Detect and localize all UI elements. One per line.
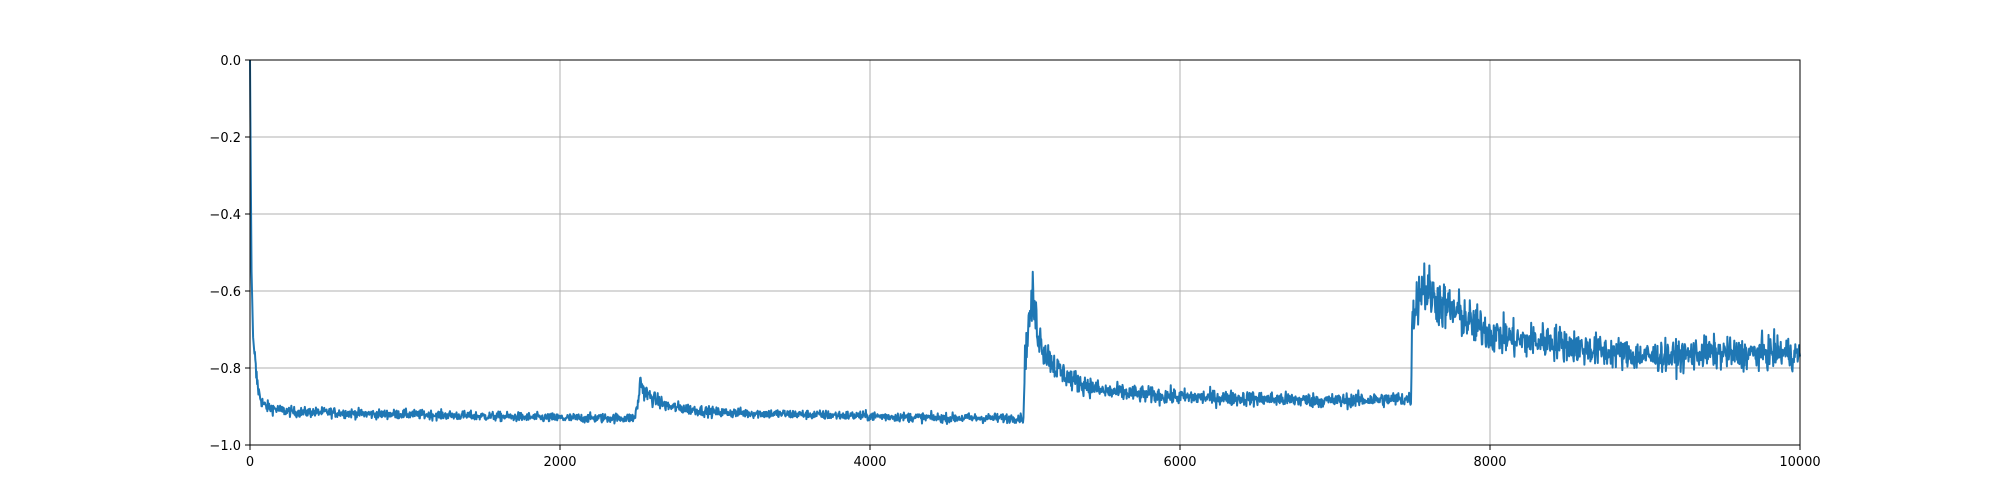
y-tick-label: −0.2 [209,131,241,146]
axis-ticks: 0 2000 4000 6000 8000 10000 0.0 −0.2 −0.4 −0.6 −0.… [209,54,1820,470]
x-tick-label: 4000 [853,455,886,470]
x-tick-label: 2000 [543,455,576,470]
y-tick-label: −0.4 [209,208,241,223]
plot-frame [249,59,1801,446]
x-tick-label: 8000 [1473,455,1506,470]
y-tick-label: −0.6 [209,285,241,300]
x-tick-label: 6000 [1163,455,1196,470]
x-tick-label: 10000 [1779,455,1820,470]
series-layer [249,59,1801,425]
y-tick-label: −0.8 [209,362,241,377]
series-line [249,59,1801,425]
x-tick-label: 0 [246,455,254,470]
y-tick-label: 0.0 [220,54,241,69]
y-tick-label: −1.0 [209,439,241,454]
